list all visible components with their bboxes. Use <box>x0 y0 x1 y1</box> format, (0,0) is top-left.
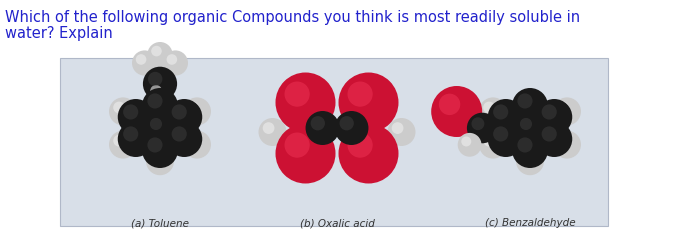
Circle shape <box>285 81 310 107</box>
Circle shape <box>493 126 508 142</box>
Circle shape <box>467 113 497 143</box>
Circle shape <box>187 135 199 147</box>
Circle shape <box>183 131 211 159</box>
Circle shape <box>166 121 203 157</box>
Circle shape <box>109 131 137 159</box>
Circle shape <box>488 121 524 157</box>
Circle shape <box>118 99 153 135</box>
Text: water? Explain: water? Explain <box>5 26 113 41</box>
Circle shape <box>147 42 172 67</box>
Circle shape <box>167 54 177 65</box>
Circle shape <box>262 122 275 134</box>
Circle shape <box>518 137 532 152</box>
Circle shape <box>557 102 569 113</box>
Circle shape <box>136 54 146 65</box>
Circle shape <box>275 72 336 132</box>
Circle shape <box>166 99 203 135</box>
Circle shape <box>172 104 187 120</box>
Circle shape <box>512 88 548 124</box>
Circle shape <box>109 97 137 125</box>
Circle shape <box>118 121 153 157</box>
Circle shape <box>536 121 572 157</box>
Circle shape <box>163 51 188 76</box>
Circle shape <box>493 104 508 120</box>
Circle shape <box>520 118 532 130</box>
Circle shape <box>339 72 398 132</box>
Circle shape <box>285 132 310 158</box>
Circle shape <box>512 132 548 168</box>
Circle shape <box>334 111 368 145</box>
Circle shape <box>150 118 162 130</box>
Circle shape <box>183 97 211 125</box>
Circle shape <box>142 88 178 124</box>
Text: Which of the following organic Compounds you think is most readily soluble in: Which of the following organic Compounds… <box>5 10 580 25</box>
Circle shape <box>145 114 174 142</box>
Circle shape <box>172 126 187 142</box>
Circle shape <box>388 118 415 146</box>
Circle shape <box>536 99 572 135</box>
Circle shape <box>347 81 373 107</box>
Circle shape <box>483 135 495 147</box>
Circle shape <box>461 136 471 146</box>
Circle shape <box>146 81 174 109</box>
Circle shape <box>553 97 581 125</box>
Circle shape <box>516 147 544 175</box>
Circle shape <box>148 72 162 86</box>
Circle shape <box>311 116 325 130</box>
Text: (a) Toluene: (a) Toluene <box>131 218 189 228</box>
Circle shape <box>557 135 569 147</box>
Circle shape <box>150 85 162 97</box>
Circle shape <box>132 51 157 76</box>
Circle shape <box>458 133 481 157</box>
Circle shape <box>113 102 125 113</box>
FancyBboxPatch shape <box>60 58 608 226</box>
Circle shape <box>479 131 507 159</box>
Circle shape <box>488 99 524 135</box>
Circle shape <box>347 132 373 158</box>
Circle shape <box>146 147 174 175</box>
Circle shape <box>143 67 177 101</box>
Circle shape <box>392 122 403 134</box>
Circle shape <box>542 126 557 142</box>
Circle shape <box>431 86 482 137</box>
Circle shape <box>542 104 557 120</box>
Circle shape <box>339 123 398 183</box>
Circle shape <box>472 117 485 130</box>
Circle shape <box>479 97 507 125</box>
Circle shape <box>151 46 162 56</box>
Circle shape <box>483 102 495 113</box>
Text: (b) Oxalic acid: (b) Oxalic acid <box>299 218 374 228</box>
Circle shape <box>113 135 125 147</box>
Circle shape <box>516 114 544 142</box>
Circle shape <box>147 137 162 152</box>
Circle shape <box>147 93 162 109</box>
Circle shape <box>275 123 336 183</box>
Circle shape <box>340 116 354 130</box>
Circle shape <box>553 131 581 159</box>
Circle shape <box>258 118 287 146</box>
Circle shape <box>187 102 199 113</box>
Circle shape <box>439 94 460 115</box>
Circle shape <box>518 93 532 109</box>
Text: (c) Benzaldehyde: (c) Benzaldehyde <box>485 218 575 228</box>
Circle shape <box>306 111 340 145</box>
Circle shape <box>520 151 532 163</box>
Circle shape <box>150 151 162 163</box>
Circle shape <box>123 126 138 142</box>
Circle shape <box>142 132 178 168</box>
Circle shape <box>123 104 138 120</box>
